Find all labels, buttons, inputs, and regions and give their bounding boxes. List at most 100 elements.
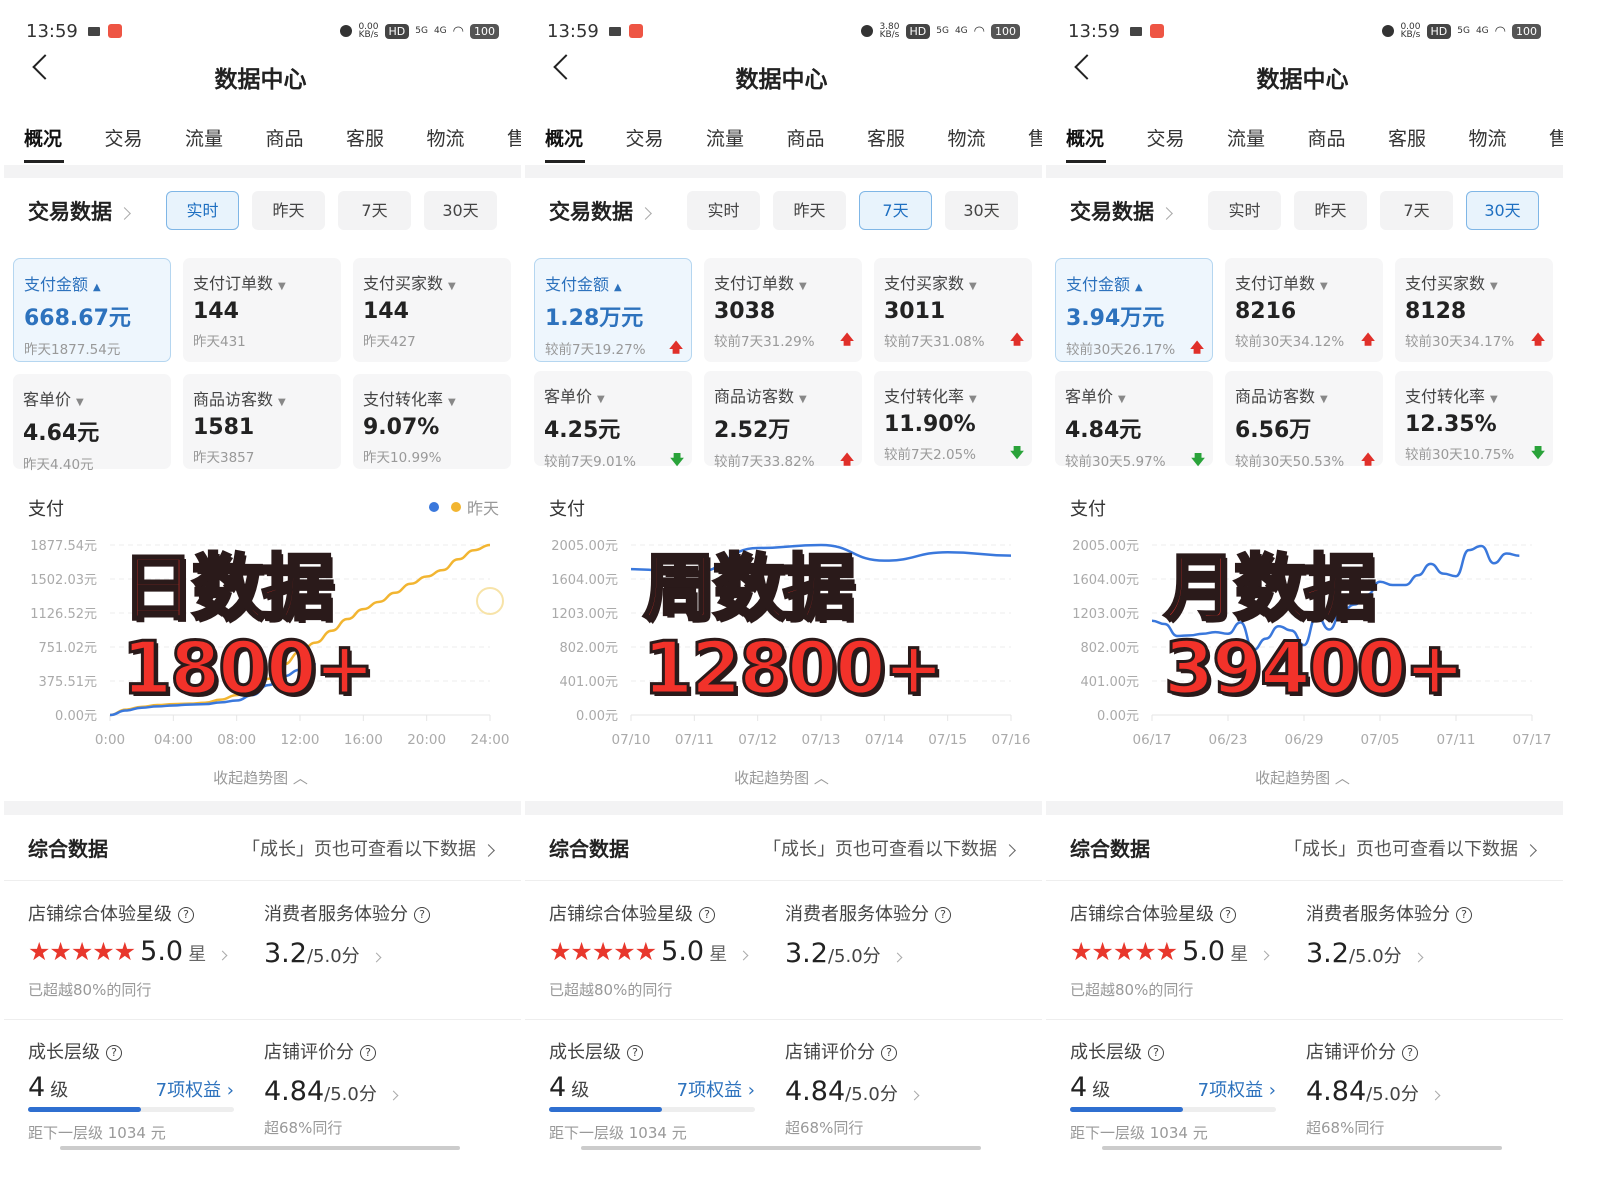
tab-3[interactable]: 商品 — [265, 128, 304, 150]
period-pill-2[interactable]: 7天 — [338, 191, 411, 230]
help-icon[interactable]: ? — [360, 1045, 376, 1061]
net-speed: 3.80 — [879, 22, 900, 32]
tab-6[interactable]: 售 — [1028, 128, 1042, 150]
star-value: 5.0 — [1182, 936, 1226, 967]
help-icon[interactable]: ? — [1148, 1045, 1164, 1061]
metric-card[interactable]: 支付订单数 ▼ 8216 较前30天34.12% 🡅 — [1225, 258, 1383, 362]
service-total: /5.0分 — [1348, 946, 1402, 967]
tab-6[interactable]: 售 — [1549, 128, 1563, 150]
metric-card[interactable]: 支付买家数 ▼ 3011 较前7天31.08% 🡅 — [874, 258, 1032, 362]
tab-4[interactable]: 客服 — [1388, 128, 1427, 150]
metric-card[interactable]: 支付订单数 ▼ 3038 较前7天31.29% 🡅 — [704, 258, 862, 362]
x-tick-label: 07/13 — [802, 732, 841, 748]
period-pill-3[interactable]: 30天 — [945, 191, 1018, 230]
tab-2[interactable]: 流量 — [706, 128, 745, 150]
tab-2[interactable]: 流量 — [1227, 128, 1266, 150]
metric-value: 2.52万 — [714, 418, 791, 443]
metric-card[interactable]: 支付转化率 ▼ 12.35% 较前30天10.75% 🡇 — [1395, 371, 1553, 466]
benefits-link[interactable]: 7项权益 › — [1197, 1080, 1276, 1101]
net-speed: 0.00 — [358, 22, 379, 32]
store-rating-score[interactable]: 店铺评价分? 4.84/5.0分 超68%同行 — [1306, 1038, 1441, 1138]
tab-2[interactable]: 流量 — [185, 128, 224, 150]
tab-1[interactable]: 交易 — [104, 128, 143, 150]
period-pill-2[interactable]: 7天 — [859, 191, 932, 230]
metric-card[interactable]: 商品访客数 ▼ 1581 昨天3857 — [183, 374, 341, 469]
tab-4[interactable]: 客服 — [867, 128, 906, 150]
metric-card[interactable]: 客单价 ▼ 4.25元 较前7天9.01% 🡇 — [534, 371, 692, 470]
help-icon[interactable]: ? — [699, 907, 715, 923]
y-tick-label: 751.02元 — [39, 641, 98, 656]
metric-card[interactable]: 支付金额 ▲ 668.67元 昨天1877.54元 — [13, 258, 171, 362]
tab-5[interactable]: 物流 — [426, 128, 465, 150]
period-pill-1[interactable]: 昨天 — [1294, 191, 1367, 230]
metric-card[interactable]: 支付金额 ▲ 1.28万元 较前7天19.27% 🡅 — [534, 258, 692, 362]
collapse-chart-button[interactable]: 收起趋势图 ︿ — [521, 767, 1042, 788]
period-pill-0[interactable]: 实时 — [166, 191, 239, 230]
tab-4[interactable]: 客服 — [346, 128, 385, 150]
period-pill-0[interactable]: 实时 — [1208, 191, 1281, 230]
period-pill-0[interactable]: 实时 — [687, 191, 760, 230]
help-icon[interactable]: ? — [1456, 907, 1472, 923]
growth-level[interactable]: 成长层级? 4 级 7项权益 › 距下一层级 1034 元 — [549, 1038, 755, 1143]
consumer-service-score[interactable]: 消费者服务体验分? 3.2/5.0分 — [785, 900, 951, 969]
store-rating-score[interactable]: 店铺评价分? 4.84/5.0分 超68%同行 — [785, 1038, 920, 1138]
metric-card[interactable]: 支付订单数 ▼ 144 昨天431 — [183, 258, 341, 362]
benefits-link[interactable]: 7项权益 › — [155, 1080, 234, 1101]
section-trade-data[interactable]: 交易数据 — [28, 196, 131, 226]
help-icon[interactable]: ? — [178, 907, 194, 923]
tab-3[interactable]: 商品 — [786, 128, 825, 150]
store-star-rating[interactable]: 店铺综合体验星级? ★★★★★ 5.0 星 已超越80%的同行 — [549, 900, 749, 1000]
help-icon[interactable]: ? — [881, 1045, 897, 1061]
section-trade-data[interactable]: 交易数据 — [1070, 196, 1173, 226]
help-icon[interactable]: ? — [627, 1045, 643, 1061]
metric-card[interactable]: 商品访客数 ▼ 6.56万 较前30天50.53% 🡅 — [1225, 371, 1383, 470]
tab-5[interactable]: 物流 — [947, 128, 986, 150]
period-pill-2[interactable]: 7天 — [1380, 191, 1453, 230]
summary-title: 综合数据 — [28, 837, 108, 861]
tab-6[interactable]: 售 — [507, 128, 521, 150]
payment-trend-chart: 0.00元 401.00元 802.00元 1203.00元 1604.00元 2005.… — [1072, 539, 1551, 748]
tab-1[interactable]: 交易 — [1146, 128, 1185, 150]
growth-level[interactable]: 成长层级? 4 级 7项权益 › 距下一层级 1034 元 — [1070, 1038, 1276, 1143]
tab-3[interactable]: 商品 — [1307, 128, 1346, 150]
star-label: 店铺综合体验星级 — [1070, 904, 1214, 925]
metric-card[interactable]: 支付金额 ▲ 3.94万元 较前30天26.17% 🡅 — [1055, 258, 1213, 362]
store-star-rating[interactable]: 店铺综合体验星级? ★★★★★ 5.0 星 已超越80%的同行 — [1070, 900, 1270, 1000]
help-icon[interactable]: ? — [414, 907, 430, 923]
metric-card[interactable]: 支付转化率 ▼ 11.90% 较前7天2.05% 🡇 — [874, 371, 1032, 466]
growth-page-link[interactable]: 「成长」页也可查看以下数据 — [242, 835, 495, 861]
metric-card[interactable]: 支付买家数 ▼ 144 昨天427 — [353, 258, 511, 362]
metric-card[interactable]: 客单价 ▼ 4.64元 昨天4.40元 — [13, 374, 171, 473]
collapse-chart-button[interactable]: 收起趋势图 ︿ — [0, 767, 521, 788]
tab-5[interactable]: 物流 — [1468, 128, 1507, 150]
store-star-rating[interactable]: 店铺综合体验星级? ★★★★★ 5.0 星 已超越80%的同行 — [28, 900, 228, 1000]
consumer-service-score[interactable]: 消费者服务体验分? 3.2/5.0分 — [1306, 900, 1472, 969]
growth-level[interactable]: 成长层级? 4 级 7项权益 › 距下一层级 1034 元 — [28, 1038, 234, 1143]
benefits-link[interactable]: 7项权益 › — [676, 1080, 755, 1101]
store-rating-score[interactable]: 店铺评价分? 4.84/5.0分 超68%同行 — [264, 1038, 399, 1138]
metric-compare: 较前30天50.53% — [1235, 454, 1345, 470]
help-icon[interactable]: ? — [1220, 907, 1236, 923]
period-pill-3[interactable]: 30天 — [424, 191, 497, 230]
consumer-service-score[interactable]: 消费者服务体验分? 3.2/5.0分 — [264, 900, 430, 969]
metric-card[interactable]: 商品访客数 ▼ 2.52万 较前7天33.82% 🡅 — [704, 371, 862, 470]
trend-up-icon: 🡅 — [1361, 332, 1375, 348]
period-pill-1[interactable]: 昨天 — [773, 191, 846, 230]
metric-label: 支付订单数 — [714, 274, 795, 293]
period-pill-3[interactable]: 30天 — [1466, 191, 1539, 230]
help-icon[interactable]: ? — [1402, 1045, 1418, 1061]
help-icon[interactable]: ? — [106, 1045, 122, 1061]
period-pill-1[interactable]: 昨天 — [252, 191, 325, 230]
metric-card[interactable]: 客单价 ▼ 4.84元 较前30天5.97% 🡇 — [1055, 371, 1213, 470]
metric-card[interactable]: 支付买家数 ▼ 8128 较前30天34.17% 🡅 — [1395, 258, 1553, 362]
growth-page-link[interactable]: 「成长」页也可查看以下数据 — [1284, 835, 1537, 861]
tab-1[interactable]: 交易 — [625, 128, 664, 150]
growth-page-link[interactable]: 「成长」页也可查看以下数据 — [763, 835, 1016, 861]
tab-0[interactable]: 概况 — [1066, 124, 1147, 163]
metric-card[interactable]: 支付转化率 ▼ 9.07% 昨天10.99% — [353, 374, 511, 469]
tab-0[interactable]: 概况 — [24, 124, 105, 163]
collapse-chart-button[interactable]: 收起趋势图 ︿ — [1042, 767, 1563, 788]
tab-0[interactable]: 概况 — [545, 124, 626, 163]
help-icon[interactable]: ? — [935, 907, 951, 923]
section-trade-data[interactable]: 交易数据 — [549, 196, 652, 226]
